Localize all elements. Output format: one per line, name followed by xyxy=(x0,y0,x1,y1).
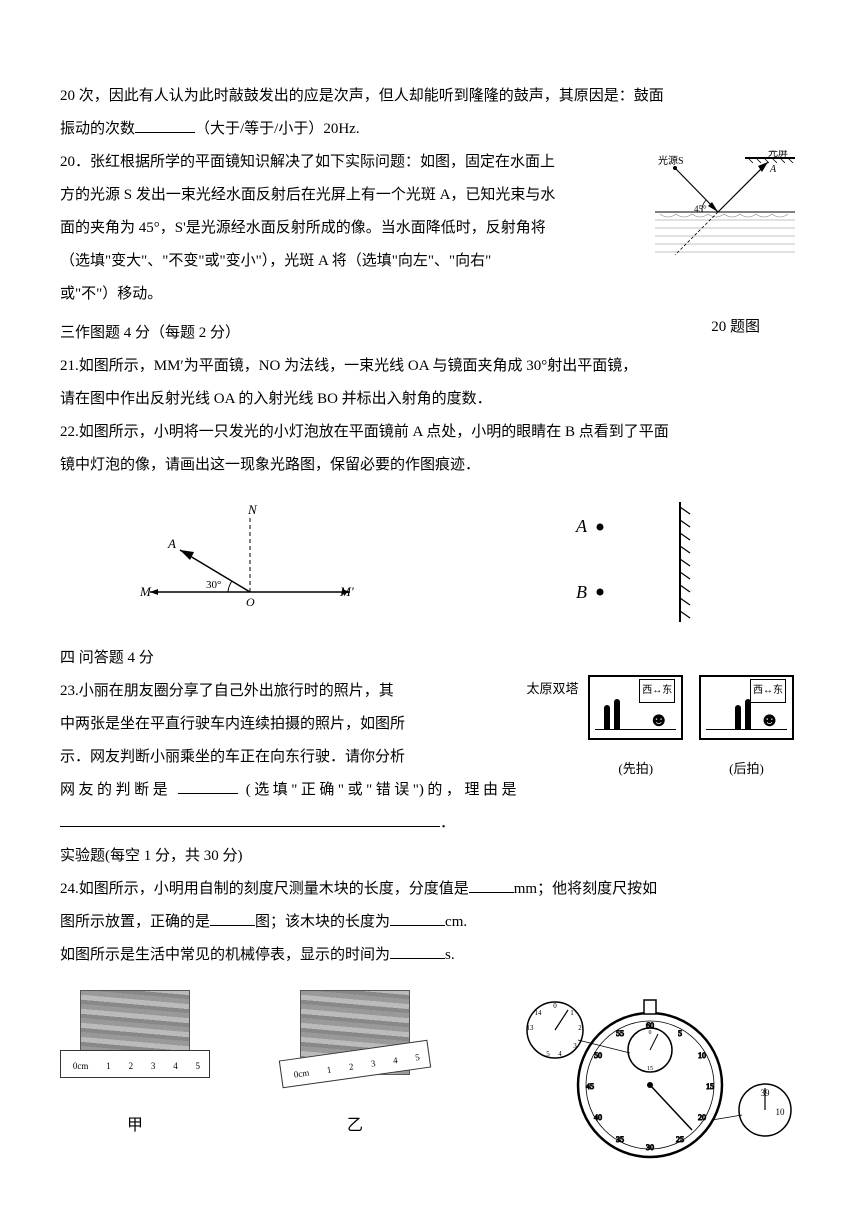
q21-line2: 请在图中作出反射光线 OA 的入射光线 BO 并标出入射角的度数． xyxy=(60,383,800,416)
svg-text:4: 4 xyxy=(558,1050,562,1058)
q20-text4b: （选填"向左"、"向右" xyxy=(347,253,492,269)
svg-text:30: 30 xyxy=(646,1143,654,1152)
q24-figures: 0cm12345 甲 0cm12345 乙 6030 4515 555 5010… xyxy=(60,980,800,1183)
svg-text:O: O xyxy=(246,595,255,609)
q21-figure: N A M M' O 30° xyxy=(140,502,360,622)
svg-text:5: 5 xyxy=(546,1050,550,1058)
q20-caption: 20 题图 xyxy=(711,311,760,350)
q23-text4b: (选填"正确"或"错误")的，理由是 xyxy=(246,782,517,798)
svg-text:15: 15 xyxy=(706,1082,714,1091)
q24-cap-a: 甲 xyxy=(60,1108,210,1143)
q23-cap1: (先拍) xyxy=(582,755,689,784)
svg-text:0: 0 xyxy=(553,1002,557,1010)
q24-blank3[interactable] xyxy=(390,908,445,926)
q24-line1: 24.如图所示，小明用自制的刻度尺测量木块的长度，分度值是 mm；他将刻度尺按如 xyxy=(60,873,800,906)
person-icon: ☻ xyxy=(759,710,780,730)
q20-figure: 光源S 光屏 45° A xyxy=(650,150,800,260)
svg-text:5: 5 xyxy=(678,1029,682,1038)
svg-text:10: 10 xyxy=(698,1051,706,1060)
svg-text:14: 14 xyxy=(535,1009,543,1017)
q24-t2a: 图所示放置，正确的是 xyxy=(60,914,210,930)
q24-line2: 图所示放置，正确的是 图；该木块的长度为 cm. xyxy=(60,906,800,939)
q23-dir2: 西↔东 xyxy=(750,679,786,703)
svg-text:40: 40 xyxy=(594,1113,602,1122)
q24-line3: 如图所示是生活中常见的机械停表，显示的时间为 s. xyxy=(60,939,800,972)
q24-t2c: cm. xyxy=(445,914,467,930)
q23-photo1: 西↔东 ☻ xyxy=(588,675,683,740)
svg-text:2: 2 xyxy=(578,1024,582,1032)
q22-line2: 镜中灯泡的像，请画出这一现象光路图，保留必要的作图痕迹． xyxy=(60,449,800,482)
q19-tail-line1: 20 次，因此有人认为此时敲鼓发出的应是次声，但人却能听到隆隆的鼓声，其原因是：… xyxy=(60,80,800,113)
section4-header: 四 问答题 4 分 xyxy=(60,642,800,675)
q19-text-b: （大于/等于/小于）20Hz. xyxy=(195,121,360,137)
svg-text:60: 60 xyxy=(646,1021,654,1030)
q23-figure: 太原双塔 西↔东 ☻ (先拍) 西↔东 ☻ xyxy=(526,675,800,784)
q23-fig-title: 太原双塔 xyxy=(526,681,578,696)
q24-fig-b: 0cm12345 乙 xyxy=(280,980,430,1143)
q23-blank1[interactable] xyxy=(178,776,238,794)
svg-text:50: 50 xyxy=(594,1051,602,1060)
q22-line1: 22.如图所示，小明将一只发光的小灯泡放在平面镜前 A 点处，小明的眼睛在 B … xyxy=(60,416,800,449)
q22-figure: A B xyxy=(520,492,720,632)
q24-t2b: 图；该木块的长度为 xyxy=(255,914,390,930)
svg-text:13: 13 xyxy=(527,1024,535,1032)
q24-blank1[interactable] xyxy=(469,875,514,893)
svg-text:B: B xyxy=(576,582,587,602)
q20-line5: 或"不"）移动。 xyxy=(60,278,800,311)
q23-cap2: (后拍) xyxy=(693,755,800,784)
person-icon: ☻ xyxy=(648,710,669,730)
svg-text:15: 15 xyxy=(647,1066,653,1072)
q24-blank4[interactable] xyxy=(390,941,445,959)
svg-text:35: 35 xyxy=(616,1135,624,1144)
q23-text4a: 网友的判断是 xyxy=(60,782,171,798)
svg-text:10: 10 xyxy=(776,1107,786,1117)
svg-text:20: 20 xyxy=(698,1113,706,1122)
svg-text:A: A xyxy=(167,536,176,551)
q21-line1: 21.如图所示，MM′为平面镜，NO 为法线，一束光线 OA 与镜面夹角成 30… xyxy=(60,350,800,383)
svg-text:55: 55 xyxy=(616,1029,624,1038)
svg-text:A: A xyxy=(769,164,777,175)
svg-text:3: 3 xyxy=(573,1042,577,1050)
svg-text:30°: 30° xyxy=(206,579,221,591)
svg-text:25: 25 xyxy=(676,1135,684,1144)
q23-blank2[interactable] xyxy=(60,809,440,827)
q24-t3a: 如图所示是生活中常见的机械停表，显示的时间为 xyxy=(60,947,390,963)
q23-block: 太原双塔 西↔东 ☻ (先拍) 西↔东 ☻ xyxy=(60,675,800,807)
svg-text:光源S: 光源S xyxy=(658,154,684,167)
q21-q22-figures: N A M M' O 30° A B xyxy=(60,492,800,632)
q23-dir1: 西↔东 xyxy=(639,679,675,703)
q23-photo2: 西↔东 ☻ xyxy=(699,675,794,740)
q24-t1b: mm；他将刻度尺按如 xyxy=(514,881,657,897)
q24-blank2[interactable] xyxy=(210,908,255,926)
q20-text4a: （选填"变大"、"不变"或"变小"），光斑 A 将 xyxy=(60,253,347,269)
q23-reason-blank: ． xyxy=(60,807,800,840)
svg-text:A: A xyxy=(575,516,588,536)
q24-cap-b: 乙 xyxy=(280,1108,430,1143)
svg-text:0: 0 xyxy=(649,1030,652,1036)
q24-t1a: 24.如图所示，小明用自制的刻度尺测量木块的长度，分度值是 xyxy=(60,881,469,897)
section3-header: 三作图题 4 分（每题 2 分） xyxy=(60,317,240,350)
section5-header: 实验题(每空 1 分，共 30 分) xyxy=(60,840,800,873)
q20-block: 光源S 光屏 45° A 20．张红根据所学的平面镜知识解决了如下实际问题：如图… xyxy=(60,146,800,350)
q19-text-a: 振动的次数 xyxy=(60,121,135,137)
q19-blank[interactable] xyxy=(135,115,195,133)
q24-fig-a: 0cm12345 甲 xyxy=(60,980,210,1143)
svg-text:45°: 45° xyxy=(694,204,707,214)
svg-text:N: N xyxy=(247,502,258,517)
q24-t3b: s. xyxy=(445,947,455,963)
svg-text:光屏: 光屏 xyxy=(768,150,788,159)
svg-text:M: M xyxy=(140,584,152,599)
svg-text:1: 1 xyxy=(570,1009,574,1017)
q24-stopwatch: 6030 4515 555 5010 4020 3525 015 012 314… xyxy=(500,980,800,1183)
svg-text:45: 45 xyxy=(586,1082,594,1091)
q19-tail-line2: 振动的次数 （大于/等于/小于）20Hz. xyxy=(60,113,800,146)
